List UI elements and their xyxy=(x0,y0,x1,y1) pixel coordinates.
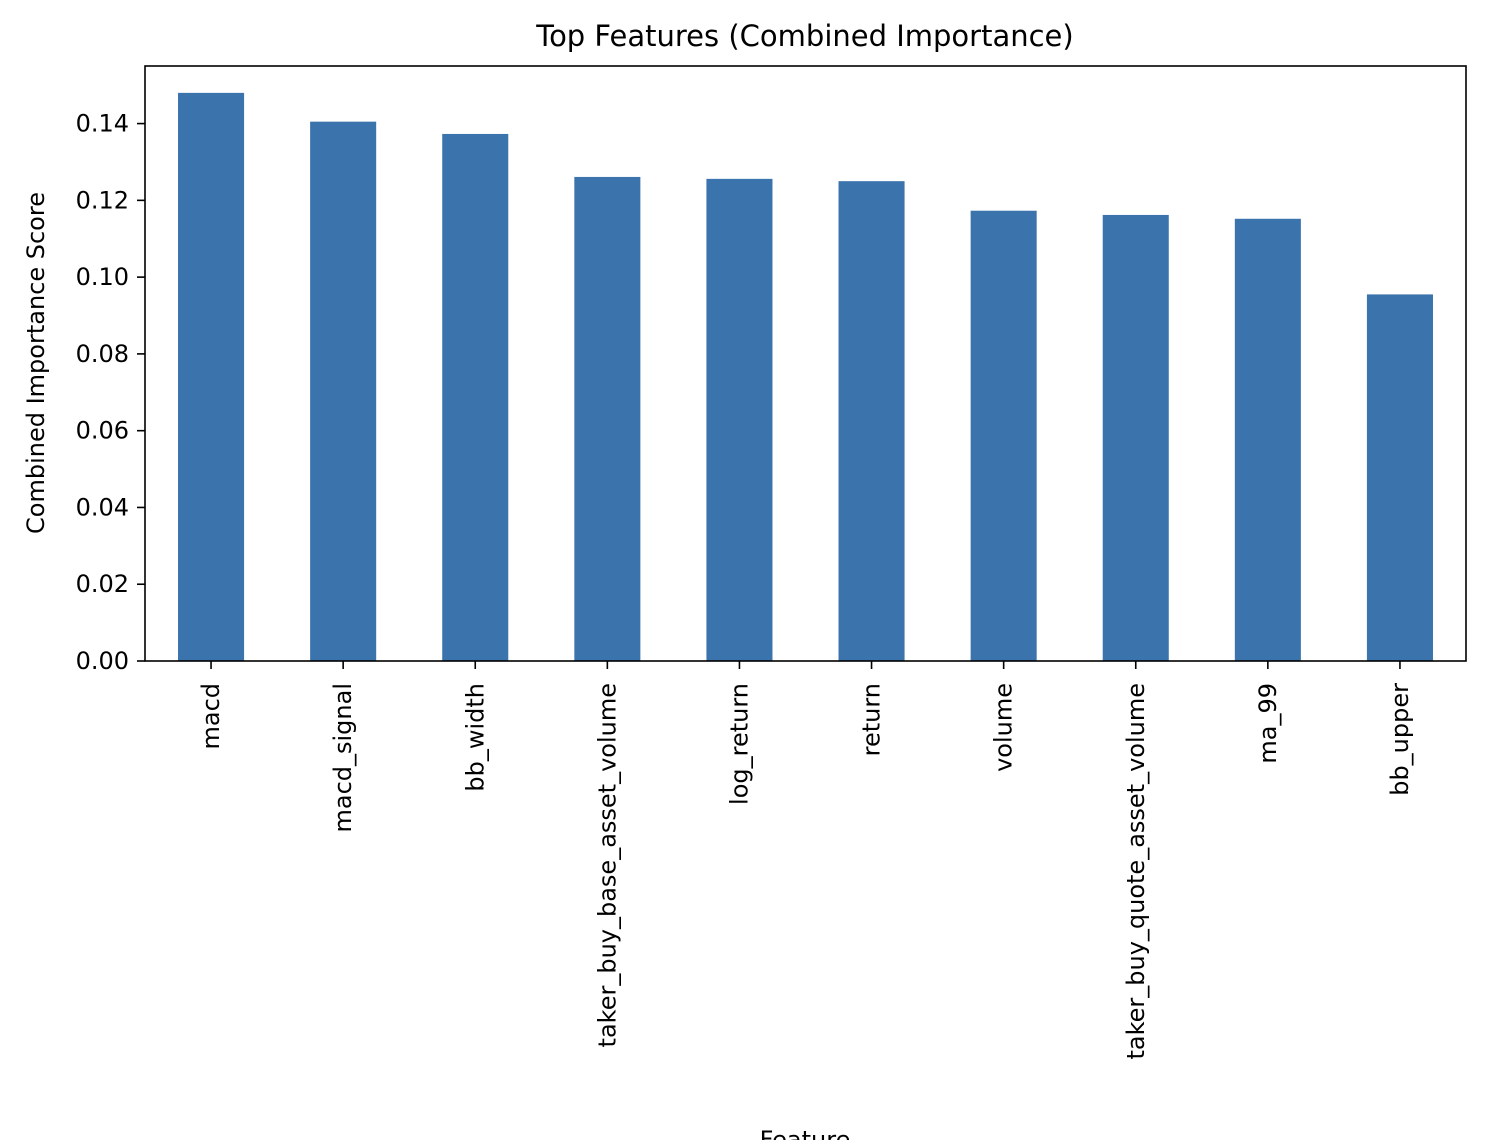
x-tick-label: log_return xyxy=(725,683,753,805)
x-tick-label: taker_buy_base_asset_volume xyxy=(593,683,621,1047)
bar-taker_buy_quote_asset_volume xyxy=(1102,214,1169,661)
bar-bb_upper xyxy=(1366,294,1433,661)
plot-frame xyxy=(144,65,1467,662)
bar-bb_width xyxy=(442,133,509,661)
x-axis-label: Feature xyxy=(760,1126,851,1140)
y-tick-label: 0.02 xyxy=(76,570,129,598)
x-tick-label: bb_upper xyxy=(1386,683,1414,796)
bars-group xyxy=(178,92,1433,662)
y-tick-label: 0.00 xyxy=(76,647,129,675)
x-tick-label: return xyxy=(858,683,886,756)
bar-ma_99 xyxy=(1234,218,1301,661)
bar-volume xyxy=(970,210,1037,661)
bar-return xyxy=(838,181,905,661)
x-tick-label: taker_buy_quote_asset_volume xyxy=(1122,683,1150,1060)
x-tick-label: macd xyxy=(197,683,225,750)
x-tick-label: ma_99 xyxy=(1254,683,1282,764)
bar-macd xyxy=(178,92,245,662)
chart-title: Top Features (Combined Importance) xyxy=(535,19,1073,53)
x-axis: macd macd_signal bb_width taker_buy_base_as… xyxy=(197,661,1414,1060)
bar-taker_buy_base_asset_volume xyxy=(574,176,641,661)
bar-log_return xyxy=(706,178,773,662)
x-tick-label: volume xyxy=(990,683,1018,772)
y-tick-label: 0.08 xyxy=(76,340,129,368)
y-tick-label: 0.04 xyxy=(76,493,129,521)
y-tick-label: 0.12 xyxy=(76,186,129,214)
y-tick-label: 0.06 xyxy=(76,417,129,445)
y-axis: 0.00 0.02 0.04 0.06 0.08 0.10 0.12 0.14 xyxy=(76,110,145,675)
x-tick-label: macd_signal xyxy=(329,683,357,833)
bar-macd_signal xyxy=(310,121,377,661)
y-tick-label: 0.10 xyxy=(76,263,129,291)
y-tick-label: 0.14 xyxy=(76,110,129,138)
y-axis-label: Combined Importance Score xyxy=(22,192,50,534)
x-tick-label: bb_width xyxy=(461,683,489,792)
